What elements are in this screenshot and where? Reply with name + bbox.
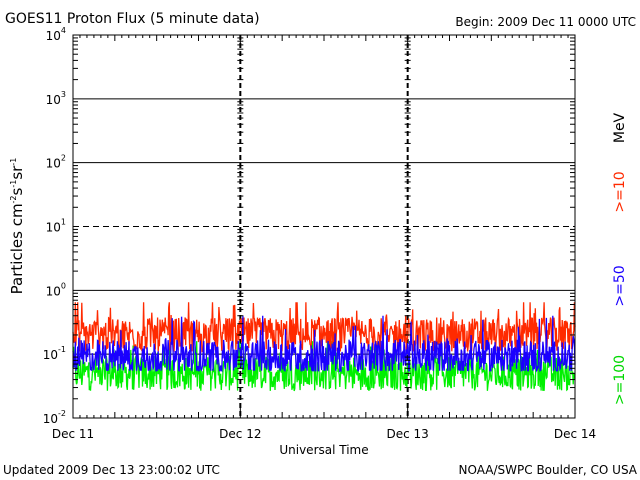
legend-ge10: >=10 — [612, 171, 628, 212]
y-tick-label: 100 — [46, 281, 66, 298]
series-line-ge100 — [72, 341, 576, 392]
x-tick-label: Dec 13 — [387, 427, 429, 441]
x-axis-label: Universal Time — [279, 443, 368, 457]
y-tick-label: 103 — [46, 90, 66, 107]
y-tick-label: 102 — [46, 154, 66, 171]
x-tick-label: Dec 12 — [219, 427, 261, 441]
legend-ge50: >=50 — [612, 265, 628, 306]
y-axis-label: Particles cm-2s-1sr-1 — [8, 158, 26, 295]
y-tick-label: 10-1 — [43, 345, 66, 362]
chart-title: GOES11 Proton Flux (5 minute data) — [5, 11, 260, 27]
x-tick-label: Dec 11 — [52, 427, 94, 441]
plot-frame — [72, 34, 576, 419]
y-tick-label: 10-2 — [43, 409, 66, 426]
series-line-ge10 — [72, 302, 576, 353]
updated-timestamp: Updated 2009 Dec 13 23:00:02 UTC — [3, 463, 220, 477]
x-tick-labels: Dec 11 Dec 12 Dec 13 Dec 14 — [52, 427, 596, 441]
series-line-ge50 — [72, 315, 576, 373]
x-tick-label: Dec 14 — [554, 427, 596, 441]
credit-label: NOAA/SWPC Boulder, CO USA — [459, 463, 638, 477]
series-group — [72, 302, 576, 392]
y-tick-labels: 104 103 102 101 100 10-1 10-2 — [43, 26, 66, 426]
legend-ge100: >=100 — [612, 355, 628, 405]
y-tick-label: 104 — [46, 26, 66, 43]
y-tick-label: 101 — [46, 218, 66, 235]
begin-time: Begin: 2009 Dec 11 0000 UTC — [455, 15, 636, 29]
legend-unit-mev: MeV — [612, 112, 628, 143]
